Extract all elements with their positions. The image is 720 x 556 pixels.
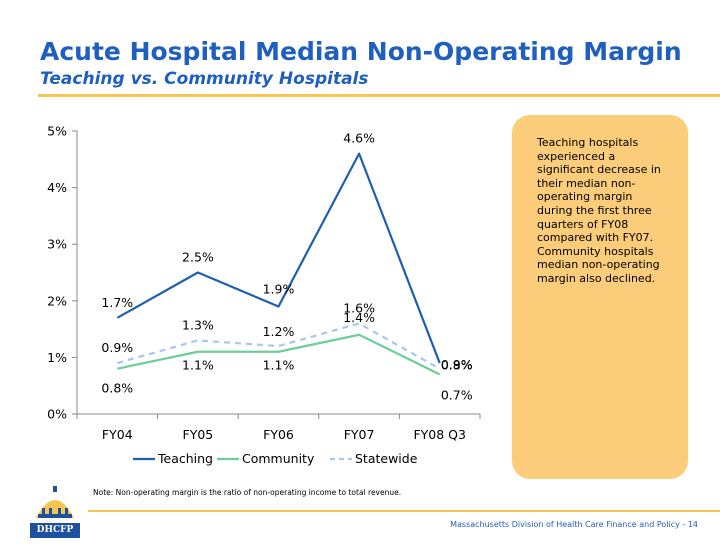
callout-text: Teaching hospitals experienced a signifi… (537, 136, 661, 285)
x-tick-label: FY06 (263, 427, 294, 442)
logo-text: DHCFP (30, 523, 80, 538)
data-label-community: 0.8% (101, 381, 133, 396)
x-tick-label: FY07 (344, 427, 375, 442)
y-tick-label: 3% (47, 237, 67, 252)
data-label-community: 0.7% (441, 387, 473, 402)
series-line-teaching (116, 152, 441, 364)
data-label-statewide: 1.6% (343, 300, 375, 315)
data-label-community: 1.1% (182, 358, 214, 373)
data-label-teaching: 2.5% (182, 250, 214, 265)
y-tick-label: 4% (47, 180, 67, 195)
data-label-statewide: 0.9% (101, 340, 133, 355)
legend-label-statewide: Statewide (355, 451, 418, 466)
y-tick-label: 0% (47, 407, 67, 422)
y-tick-label: 2% (47, 293, 67, 308)
state-house-dome-icon (36, 486, 74, 518)
line-chart: 0% 1% 2% 3% 4% 5% FY04 FY05 FY06 FY07 FY08 Q3 1.7% 2… (47, 124, 481, 466)
data-label-statewide: 1.3% (182, 317, 214, 332)
x-tick-label: FY05 (183, 427, 214, 442)
footer-text: Massachusetts Division of Health Care Fi… (450, 520, 698, 529)
footer-divider (88, 510, 720, 512)
page-title: Acute Hospital Median Non-Operating Marg… (40, 37, 682, 66)
dhcfp-logo: DHCFP (30, 480, 80, 540)
data-label-statewide: 0.8% (441, 358, 473, 373)
callout-box: Teaching hospitals experienced a signifi… (512, 115, 688, 479)
data-label-teaching: 1.9% (263, 281, 295, 296)
y-tick-label: 1% (47, 350, 67, 365)
series-line-statewide (117, 322, 441, 370)
data-label-community: 1.1% (263, 358, 295, 373)
data-label-teaching: 4.6% (343, 131, 375, 146)
chart-note: Note: Non-operating margin is the ratio … (93, 488, 402, 497)
page-subtitle: Teaching vs. Community Hospitals (40, 69, 369, 89)
x-tick-label: FY08 Q3 (413, 427, 466, 442)
data-label-teaching: 1.7% (101, 295, 133, 310)
legend-label-teaching: Teaching (157, 451, 213, 466)
title-divider (38, 94, 720, 97)
x-tick-label: FY04 (102, 427, 133, 442)
legend-label-community: Community (242, 451, 315, 466)
series-line-community (117, 333, 441, 376)
data-label-statewide: 1.2% (263, 324, 295, 339)
y-tick-label: 5% (47, 124, 67, 139)
data-label-teaching: 0.9% (441, 357, 473, 372)
data-label-community: 1.4% (343, 310, 375, 325)
